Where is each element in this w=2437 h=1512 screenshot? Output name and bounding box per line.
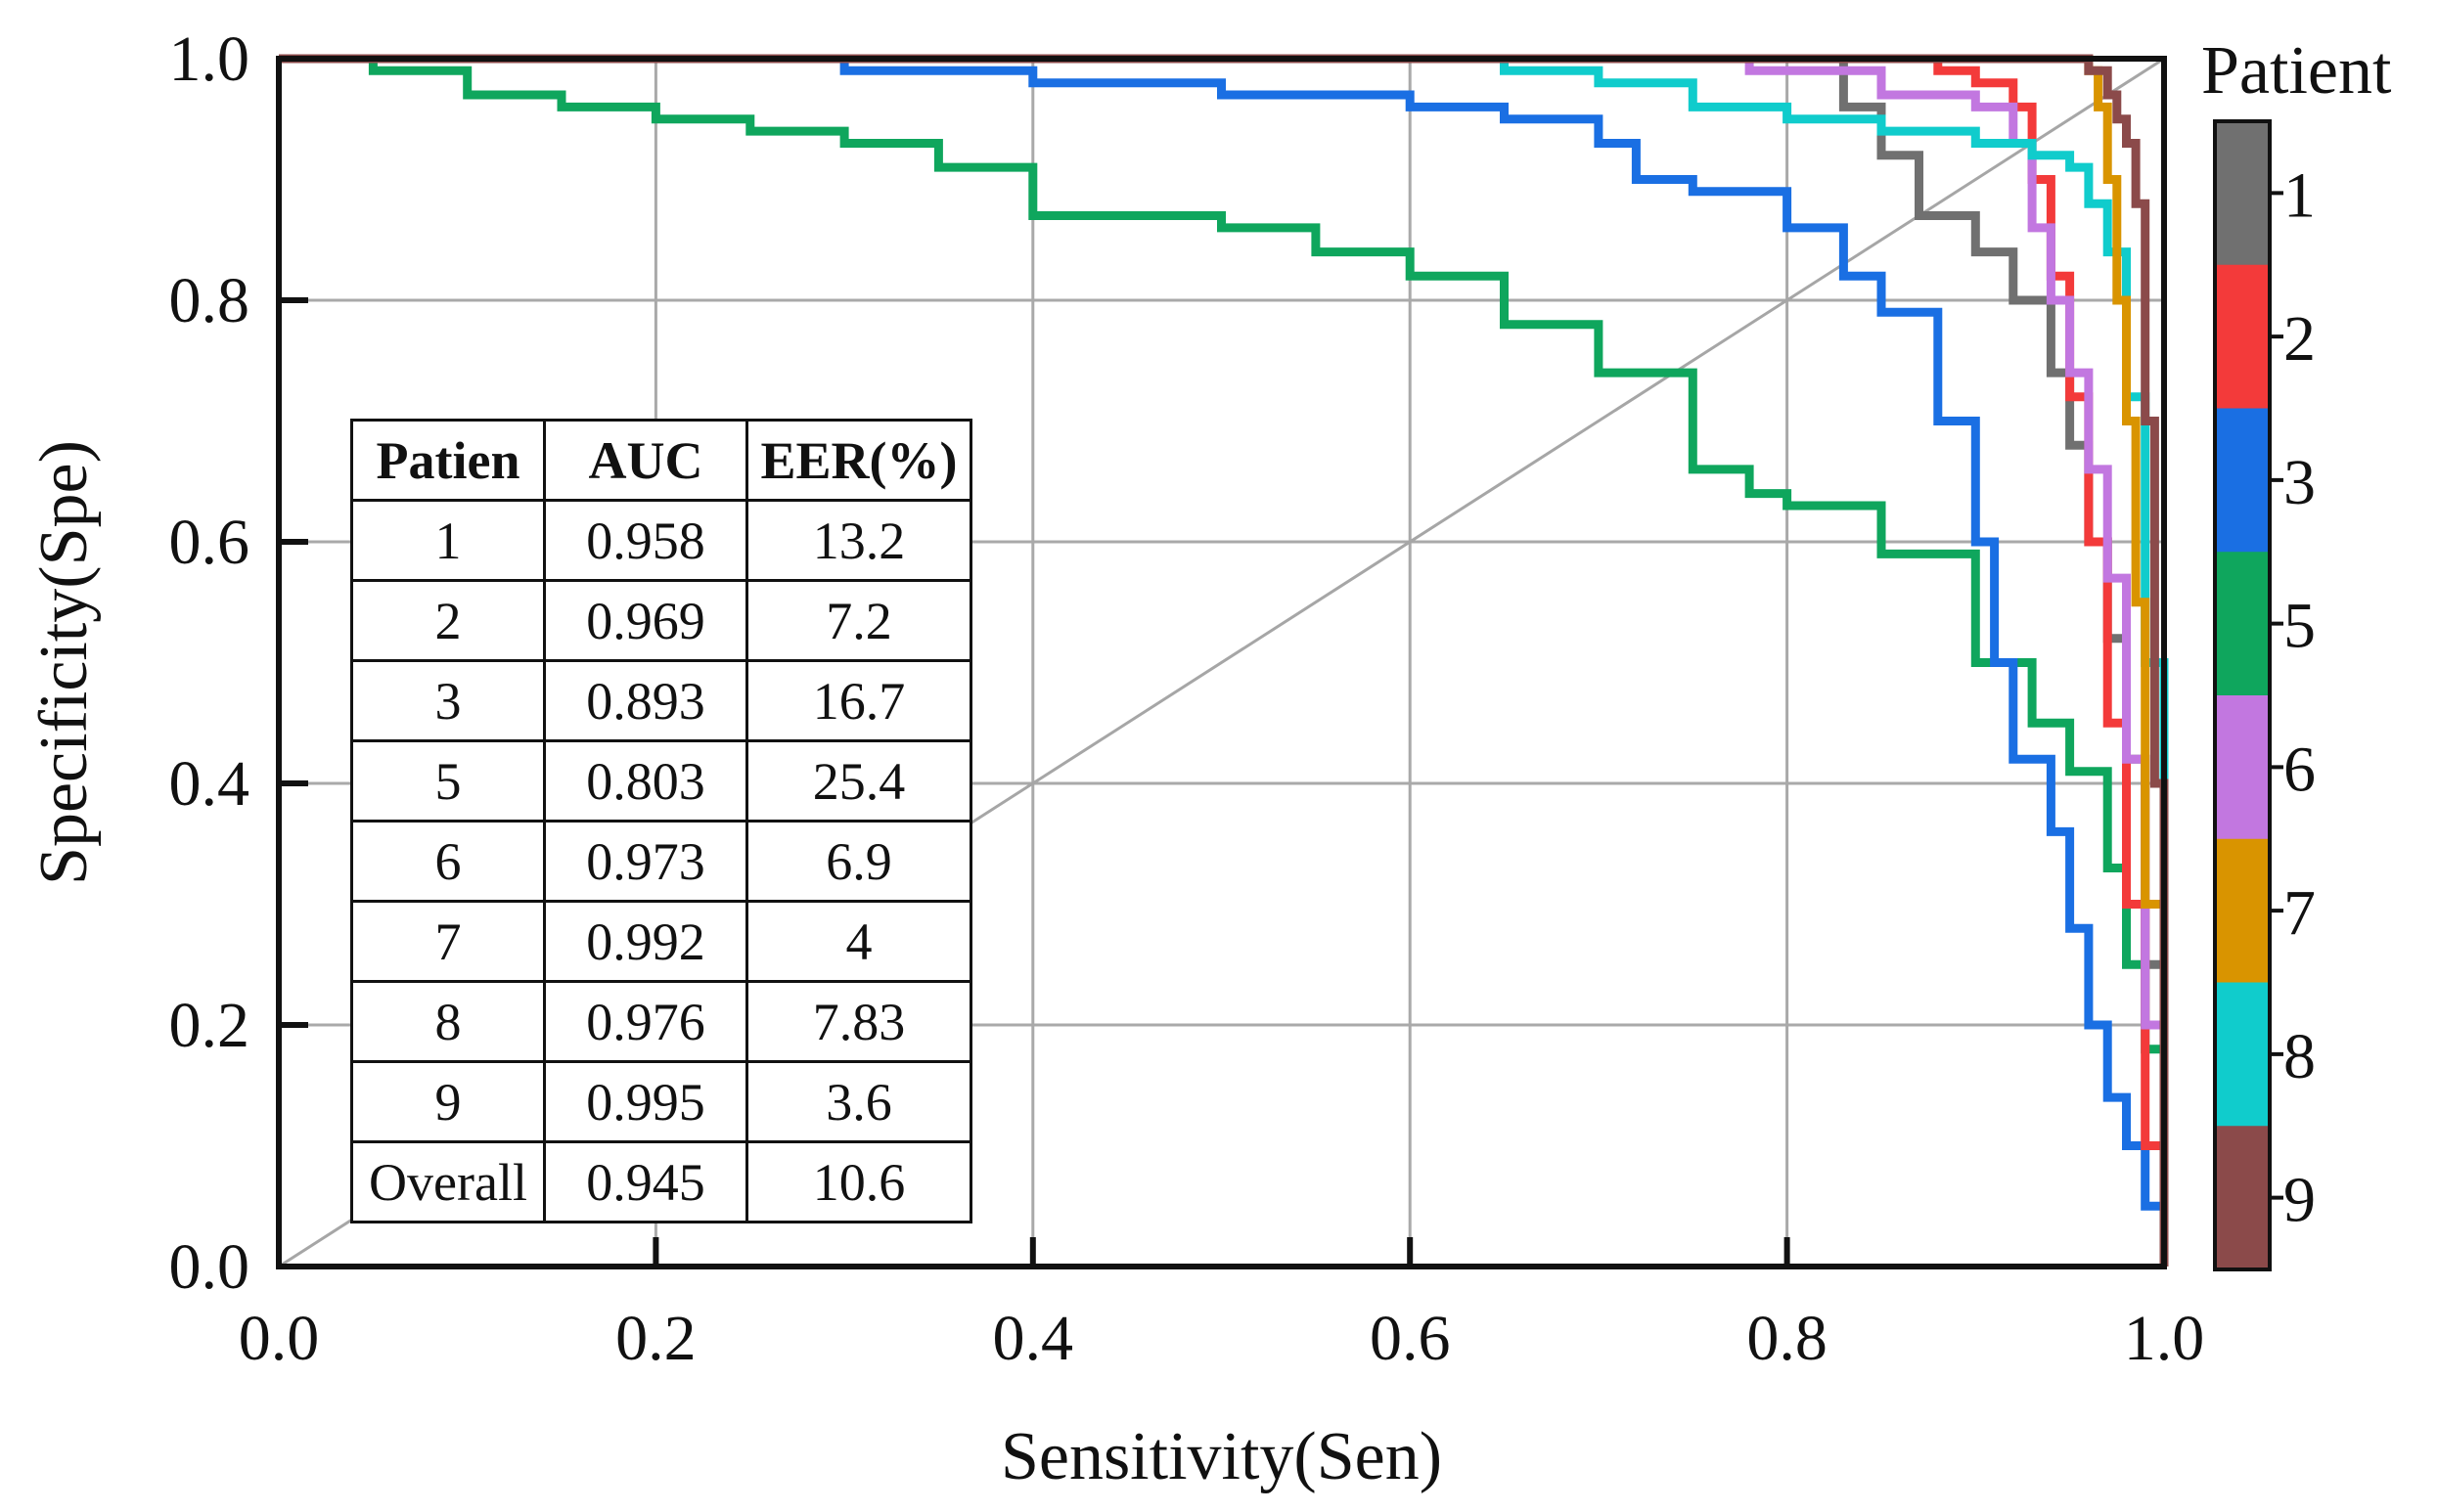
colorbar-label: 6 bbox=[2283, 734, 2316, 805]
roc-curve-patient-2 bbox=[1221, 54, 2169, 1267]
table-row: 2 0.969 7.2 bbox=[350, 579, 972, 662]
cell-auc: 0.995 bbox=[543, 1060, 748, 1143]
cell-auc: 0.969 bbox=[543, 579, 748, 662]
cell-auc: 0.973 bbox=[543, 820, 748, 903]
colorbar-swatch-8 bbox=[2215, 982, 2270, 1127]
x-tick-label: 0.4 bbox=[993, 1303, 1074, 1374]
cell-auc: 0.992 bbox=[543, 900, 748, 983]
table-row: Overall 0.945 10.6 bbox=[350, 1140, 972, 1223]
y-tick-label: 0.8 bbox=[169, 265, 250, 336]
y-tick-label: 1.0 bbox=[169, 23, 250, 95]
cell-eer: 13.2 bbox=[745, 499, 972, 582]
cell-eer: 16.7 bbox=[745, 659, 972, 742]
axis-ticks: 0.0 0.2 0.4 0.6 0.8 1.0 0.0 0.2 0.4 0.6 0.8 1.0 bbox=[169, 23, 2205, 1374]
table-row: 5 0.803 25.4 bbox=[350, 739, 972, 823]
table-row: 1 0.958 13.2 bbox=[350, 499, 972, 582]
cell-patient: 5 bbox=[350, 739, 546, 823]
roc-curve-patient-8 bbox=[1315, 54, 2169, 1267]
header-auc: AUC bbox=[543, 419, 748, 502]
colorbar-label: 1 bbox=[2283, 159, 2316, 231]
cell-patient: 6 bbox=[350, 820, 546, 903]
y-tick-label: 0.2 bbox=[169, 990, 250, 1061]
x-tick-label: 0.6 bbox=[1370, 1303, 1451, 1374]
colorbar-swatch-6 bbox=[2215, 695, 2270, 840]
table-row: 7 0.992 4 bbox=[350, 900, 972, 983]
colorbar-label: 3 bbox=[2283, 447, 2316, 518]
colorbar-swatch-2 bbox=[2215, 264, 2270, 409]
roc-curve-patient-6 bbox=[1221, 54, 2169, 1267]
colorbar-title: Patient bbox=[2201, 33, 2392, 109]
colorbar-label: 2 bbox=[2283, 303, 2316, 375]
header-patient: Patien bbox=[350, 419, 546, 502]
plot-frame bbox=[276, 56, 2167, 1269]
colorbar-swatch-9 bbox=[2215, 1126, 2270, 1270]
cell-auc: 0.958 bbox=[543, 499, 748, 582]
patient-colorbar: 1 2 3 5 6 7 8 9 bbox=[2213, 119, 2316, 1271]
header-eer: EER(%) bbox=[745, 419, 972, 502]
colorbar-swatch-3 bbox=[2215, 408, 2270, 553]
cell-auc: 0.893 bbox=[543, 659, 748, 742]
cell-eer: 4 bbox=[745, 900, 972, 983]
cell-eer: 3.6 bbox=[745, 1060, 972, 1143]
x-tick-label: 0.0 bbox=[239, 1303, 320, 1374]
colorbar-frame bbox=[2213, 119, 2272, 1271]
y-tick-label: 0.4 bbox=[169, 748, 250, 820]
table-row: 8 0.976 7.83 bbox=[350, 980, 972, 1063]
roc-curve-patient-9 bbox=[279, 54, 2169, 1267]
y-axis-title: Specificity(Spe) bbox=[26, 440, 102, 885]
table-row: 9 0.995 3.6 bbox=[350, 1060, 972, 1143]
cell-patient: 3 bbox=[350, 659, 546, 742]
table-header-row: Patien AUC EER(%) bbox=[350, 419, 972, 502]
colorbar-swatch-5 bbox=[2215, 552, 2270, 696]
cell-eer: 7.2 bbox=[745, 579, 972, 662]
colorbar-swatch-1 bbox=[2215, 121, 2270, 266]
cell-patient: 2 bbox=[350, 579, 546, 662]
cell-eer: 7.83 bbox=[745, 980, 972, 1063]
x-tick-label: 1.0 bbox=[2124, 1303, 2205, 1374]
auc-eer-table: Patien AUC EER(%) 1 0.958 13.2 2 0.969 7… bbox=[350, 419, 972, 1223]
x-axis-title: Sensitivity(Sen) bbox=[1001, 1419, 1442, 1494]
cell-eer: 6.9 bbox=[745, 820, 972, 903]
y-tick-label: 0.6 bbox=[169, 507, 250, 578]
cell-patient: Overall bbox=[350, 1140, 546, 1223]
cell-auc: 0.945 bbox=[543, 1140, 748, 1223]
cell-patient: 8 bbox=[350, 980, 546, 1063]
cell-patient: 7 bbox=[350, 900, 546, 983]
cell-eer: 10.6 bbox=[745, 1140, 972, 1223]
cell-auc: 0.976 bbox=[543, 980, 748, 1063]
x-tick-label: 0.8 bbox=[1746, 1303, 1828, 1374]
cell-eer: 25.4 bbox=[745, 739, 972, 823]
table-row: 3 0.893 16.7 bbox=[350, 659, 972, 742]
colorbar-label: 5 bbox=[2283, 591, 2316, 662]
colorbar-label: 9 bbox=[2283, 1165, 2316, 1236]
roc-curve-patient-5 bbox=[279, 54, 2169, 1267]
roc-curve-patient-3 bbox=[749, 54, 2169, 1267]
cell-patient: 1 bbox=[350, 499, 546, 582]
colorbar-label: 8 bbox=[2283, 1021, 2316, 1092]
cell-auc: 0.803 bbox=[543, 739, 748, 823]
colorbar-swatch-7 bbox=[2215, 838, 2270, 983]
y-tick-label: 0.0 bbox=[169, 1231, 250, 1303]
colorbar-label: 7 bbox=[2283, 877, 2316, 949]
x-tick-label: 0.2 bbox=[615, 1303, 697, 1374]
roc-curves bbox=[279, 54, 2169, 1267]
cell-patient: 9 bbox=[350, 1060, 546, 1143]
table-row: 6 0.973 6.9 bbox=[350, 820, 972, 903]
